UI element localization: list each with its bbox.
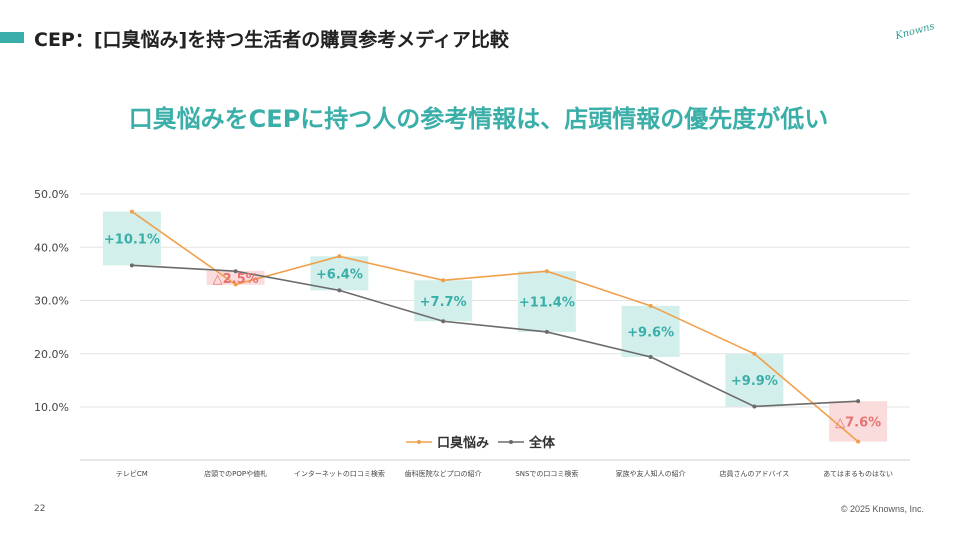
x-tick-label: 家族や友人知人の紹介 xyxy=(616,469,686,478)
y-tick-label: 50.0% xyxy=(34,188,69,201)
difference-label: +7.7% xyxy=(420,295,467,310)
data-point xyxy=(752,404,757,409)
copyright: © 2025 Knowns, Inc. xyxy=(840,504,924,514)
difference-box xyxy=(829,401,888,442)
data-point xyxy=(752,351,757,356)
data-point xyxy=(337,288,342,293)
difference-box xyxy=(414,280,473,322)
x-tick-label: 店頭でのPOPや値札 xyxy=(204,469,267,478)
y-tick-label: 20.0% xyxy=(34,348,69,361)
y-tick-label: 10.0% xyxy=(34,401,69,414)
data-point xyxy=(129,263,134,268)
difference-label: +10.1% xyxy=(104,232,160,247)
series-line-koushu xyxy=(131,210,859,443)
data-point xyxy=(648,303,653,308)
legend-label: 口臭悩み xyxy=(437,435,489,451)
x-tick-label: 歯科医院などプロの紹介 xyxy=(405,469,482,478)
data-point xyxy=(544,329,549,334)
legend-label: 全体 xyxy=(528,435,556,451)
legend-marker xyxy=(509,440,513,444)
x-tick-label: インターネットの口コミ検索 xyxy=(294,469,385,478)
page-number: 22 xyxy=(34,504,46,514)
difference-box xyxy=(102,211,161,266)
data-point xyxy=(648,354,653,359)
page-title: CEP：[口臭悩み]を持つ生活者の購買参考メディア比較 xyxy=(34,29,509,51)
data-point xyxy=(441,319,446,324)
data-point xyxy=(337,254,342,259)
difference-label: +9.6% xyxy=(627,325,674,340)
difference-label: +6.4% xyxy=(316,267,363,282)
data-point xyxy=(233,269,238,274)
series-line-zentai xyxy=(131,264,859,408)
difference-label: △7.6% xyxy=(835,415,881,430)
y-tick-label: 40.0% xyxy=(34,241,69,254)
x-tick-label: 店員さんのアドバイス xyxy=(719,469,789,478)
data-point xyxy=(441,278,446,283)
data-point xyxy=(233,282,238,287)
headline: 口臭悩みをCEPに持つ人の参考情報は、店頭情報の優先度が低い xyxy=(128,105,829,133)
legend-marker xyxy=(417,440,421,444)
difference-box xyxy=(517,271,576,332)
difference-label: +9.9% xyxy=(731,374,778,389)
difference-label: △2.5% xyxy=(213,272,259,287)
accent-bar xyxy=(0,32,24,43)
data-point xyxy=(856,399,861,404)
x-tick-label: SNSでの口コミ検索 xyxy=(515,469,578,478)
y-tick-label: 30.0% xyxy=(34,295,69,308)
data-point xyxy=(544,269,549,274)
x-tick-label: あてはまるものはない xyxy=(823,470,893,478)
data-point xyxy=(856,439,861,444)
data-point xyxy=(129,209,134,214)
difference-label: +11.4% xyxy=(519,296,575,311)
x-tick-label: テレビCM xyxy=(116,469,148,478)
